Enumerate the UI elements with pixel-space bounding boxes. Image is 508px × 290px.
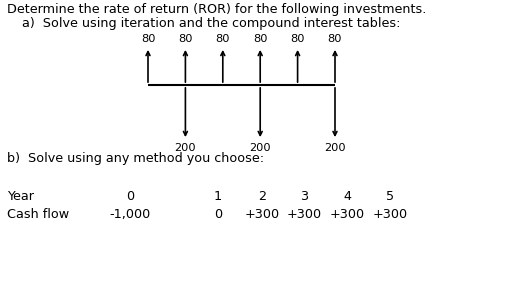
- Text: 200: 200: [249, 143, 271, 153]
- Text: 80: 80: [291, 34, 305, 44]
- Text: 200: 200: [175, 143, 196, 153]
- Text: a)  Solve using iteration and the compound interest tables:: a) Solve using iteration and the compoun…: [22, 17, 400, 30]
- Text: +300: +300: [287, 208, 322, 221]
- Text: 80: 80: [328, 34, 342, 44]
- Text: 5: 5: [386, 190, 394, 203]
- Text: Determine the rate of return (ROR) for the following investments.: Determine the rate of return (ROR) for t…: [7, 3, 426, 16]
- Text: +300: +300: [329, 208, 365, 221]
- Text: 80: 80: [253, 34, 267, 44]
- Text: 3: 3: [300, 190, 308, 203]
- Text: 200: 200: [324, 143, 346, 153]
- Text: +300: +300: [244, 208, 279, 221]
- Text: Cash flow: Cash flow: [7, 208, 69, 221]
- Text: 0: 0: [126, 190, 134, 203]
- Text: 80: 80: [178, 34, 193, 44]
- Text: -1,000: -1,000: [109, 208, 151, 221]
- Text: 2: 2: [258, 190, 266, 203]
- Text: Year: Year: [7, 190, 34, 203]
- Text: 80: 80: [141, 34, 155, 44]
- Text: 0: 0: [214, 208, 222, 221]
- Text: 4: 4: [343, 190, 351, 203]
- Text: 1: 1: [214, 190, 222, 203]
- Text: +300: +300: [372, 208, 407, 221]
- Text: 80: 80: [215, 34, 230, 44]
- Text: b)  Solve using any method you choose:: b) Solve using any method you choose:: [7, 152, 264, 165]
